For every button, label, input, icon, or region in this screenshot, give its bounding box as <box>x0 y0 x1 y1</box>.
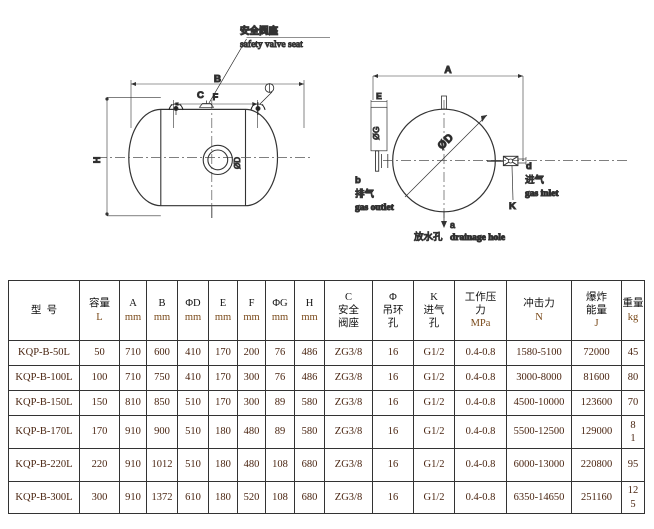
svg-text:drainage hole: drainage hole <box>450 233 505 243</box>
svg-text:A: A <box>444 65 451 76</box>
svg-text:d: d <box>526 161 532 172</box>
svg-text:E: E <box>376 91 382 101</box>
svg-text:放水孔: 放水孔 <box>414 231 443 243</box>
svg-text:B: B <box>214 74 221 85</box>
svg-text:H: H <box>92 157 102 164</box>
svg-text:ØG: ØG <box>371 126 381 140</box>
svg-text:safety valve seat: safety valve seat <box>240 39 303 50</box>
svg-text:a: a <box>450 220 455 230</box>
svg-text:C: C <box>197 90 204 101</box>
svg-text:gas outlet: gas outlet <box>355 203 395 213</box>
svg-text:b: b <box>355 175 361 186</box>
svg-text:ØD: ØD <box>233 157 242 169</box>
svg-text:安全阀座: 安全阀座 <box>240 25 279 37</box>
svg-text:gas inlet: gas inlet <box>525 189 559 199</box>
svg-text:排气: 排气 <box>355 188 375 200</box>
svg-text:F: F <box>213 92 219 102</box>
svg-text:K: K <box>509 201 516 212</box>
svg-text:进气: 进气 <box>525 174 545 186</box>
